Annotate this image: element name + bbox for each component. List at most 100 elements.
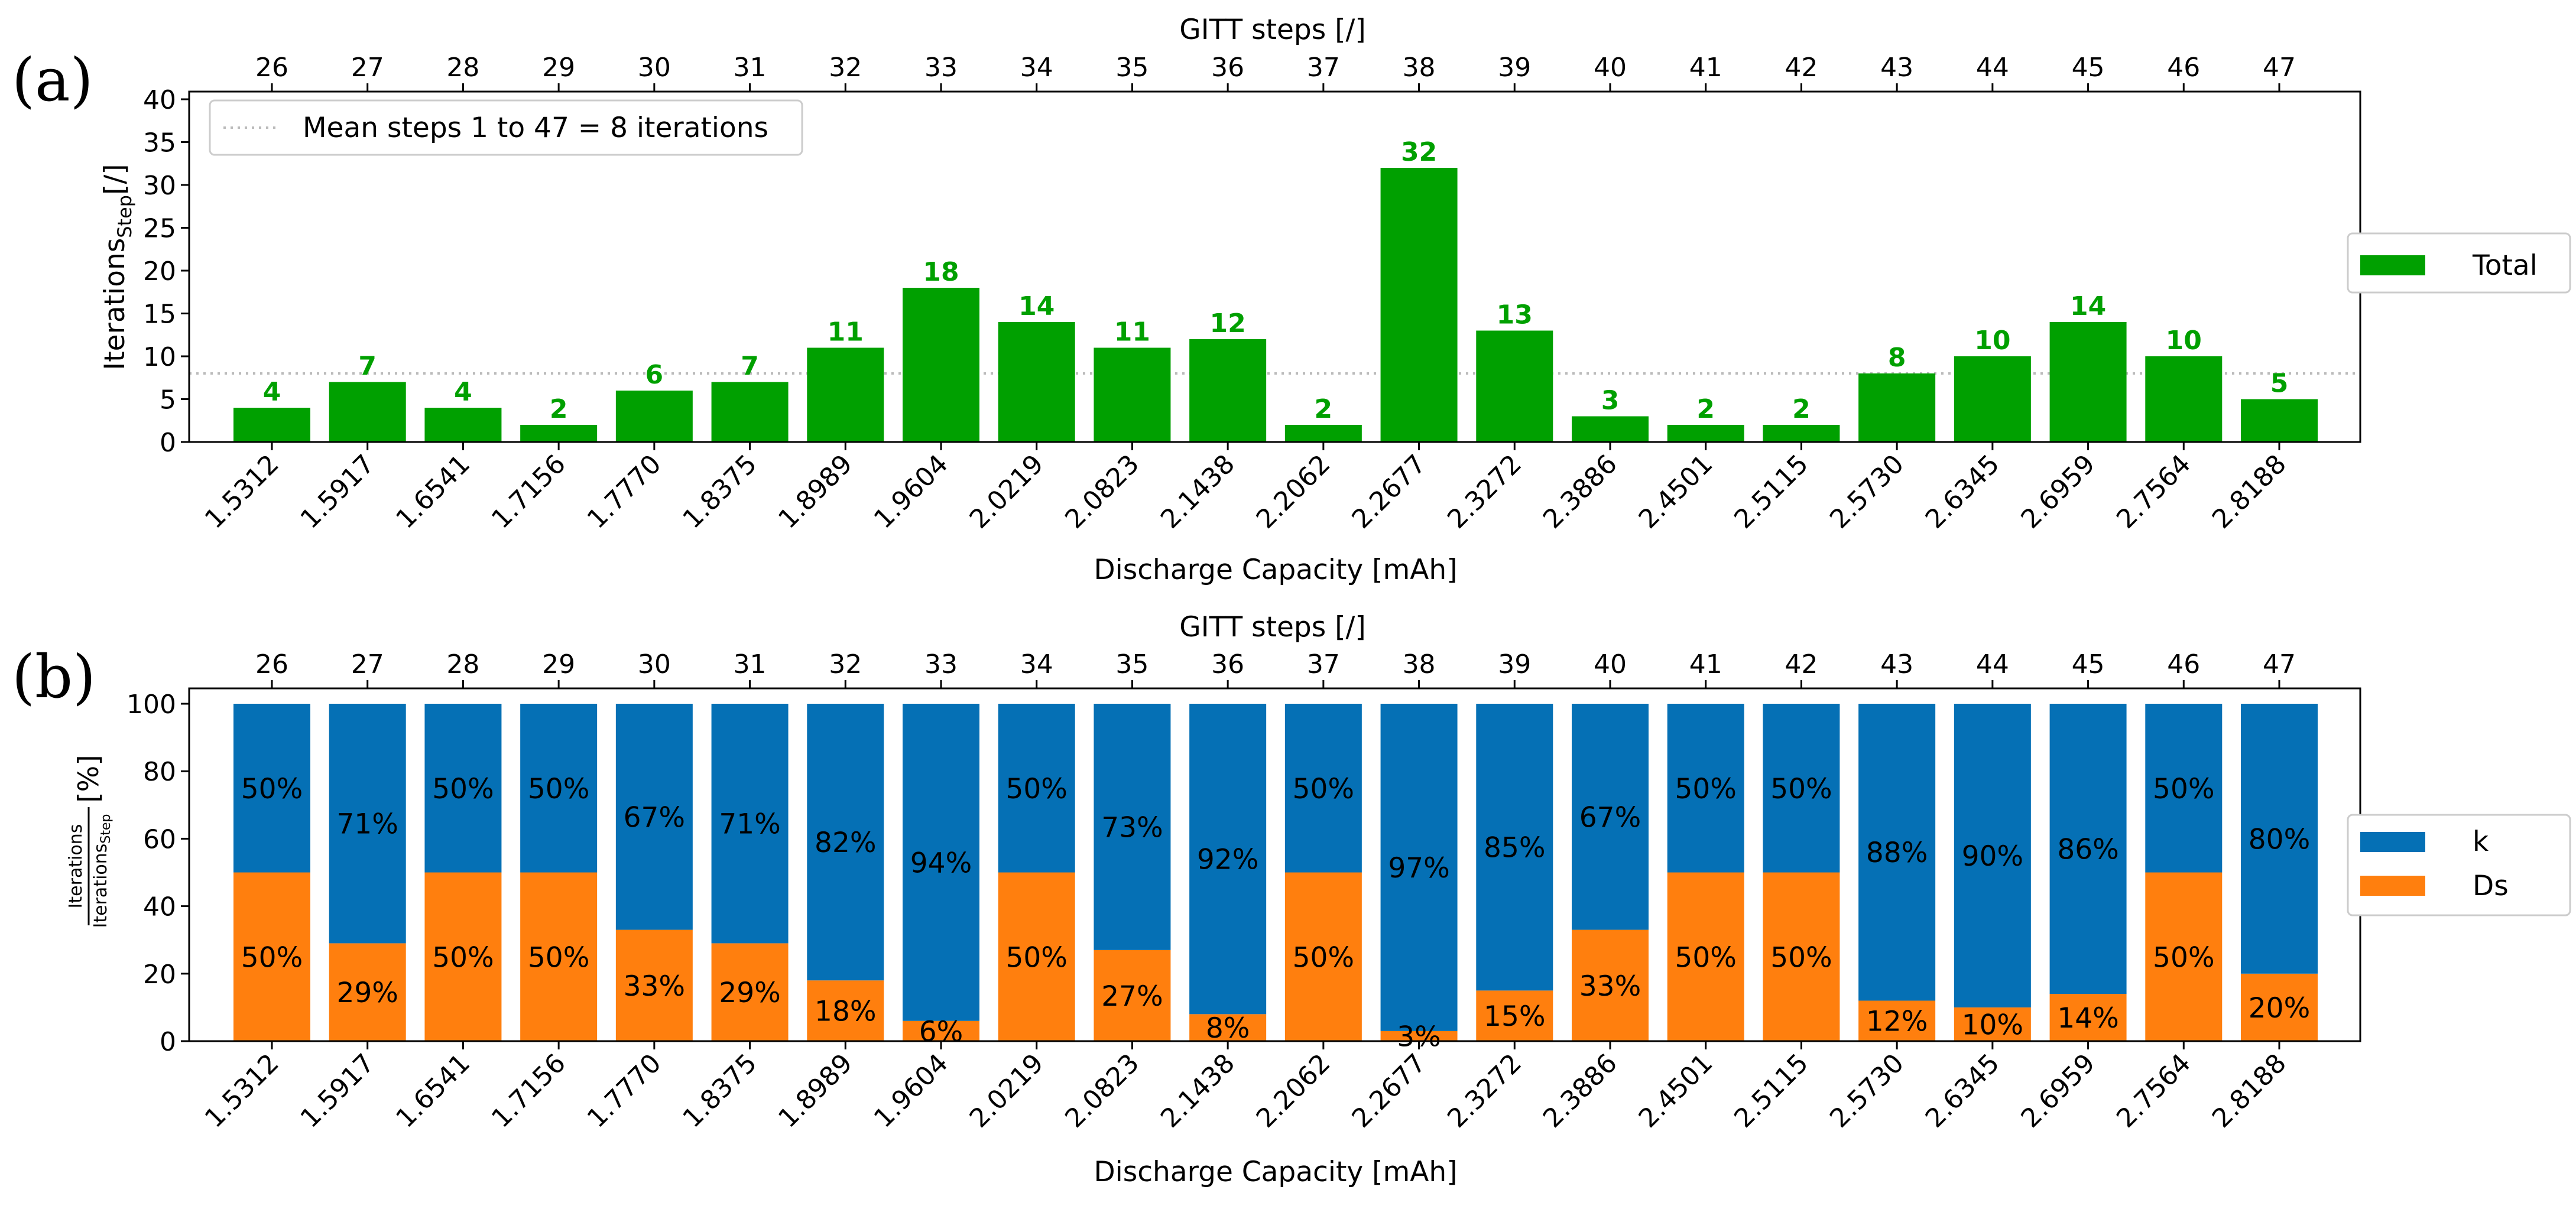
panel-a-top-tick-label: 41 [1689,53,1722,83]
bar-segment-ds [1763,872,1840,1041]
panel-b-top-tick-label: 42 [1785,649,1818,680]
bar-total [1858,373,1936,442]
panel-b-plot-frame [188,687,2361,1042]
panel-a-xtick-label: 2.2677 [1346,449,1432,535]
bar-value-label: 32 [1401,137,1437,167]
panel-a-xtick-label: 2.5730 [1824,449,1910,535]
panel-a-xtick-label: 2.8188 [2207,449,2292,535]
bar-total [233,408,310,442]
panel-b-xtick-label: 1.5312 [199,1048,285,1134]
panel-b-legend-swatch-k [2360,832,2425,852]
bar-label-k: 86% [2057,834,2118,866]
panel-a-y-axis-unit: [/] [99,164,131,195]
panel-b-top-tick-label: 33 [924,649,958,680]
panel-b-top-tick-label: 31 [734,649,767,680]
bar-label-ds: 15% [1484,1000,1545,1033]
bar-segment-k [1284,704,1362,873]
bar-segment-k [998,704,1075,873]
panel-b-xtick-label: 2.3886 [1537,1048,1623,1134]
bar-label-k: 71% [336,808,398,841]
bar-value-label: 13 [1497,300,1533,330]
panel-b-xtick-label: 2.7564 [2111,1048,2197,1134]
bar-value-label: 6 [645,360,664,390]
panel-b-xtick-label: 1.7156 [486,1048,572,1134]
bar-total [424,408,502,442]
panel-a-top-tick-label: 34 [1020,53,1053,83]
panel-a-xtick-label: 2.7564 [2111,449,2197,535]
panel-b-y-axis-denominator: IterationsStep [90,814,113,928]
panel-a-ytick-label: 35 [143,128,176,158]
panel-b-top-tick-label: 37 [1307,649,1340,680]
panel-b-xtick-label: 2.2677 [1346,1048,1432,1134]
panel-a-xtick-label: 2.6345 [1920,449,2006,535]
bar-total [807,347,884,442]
panel-a-top-tick-label: 39 [1498,53,1531,83]
panel-a-ytick-label: 25 [143,214,176,244]
panel-a-top-tick-label: 44 [1976,53,2009,83]
bar-label-ds: 50% [432,941,494,974]
panel-b-y-axis-den-main: Iterations [90,844,111,928]
panel-a-top-ticks: 26 27 28 29 30 31 32 33 34 35 36 37 38 39 40 41 42 43 44 45… [255,53,2296,92]
panel-b-xtick-label: 1.6541 [390,1048,476,1134]
panel-a-top-tick-label: 42 [1785,53,1818,83]
bar-label-k: 71% [719,808,780,841]
panel-b-legend-swatch-ds [2360,876,2425,896]
panel-a-xtick-label: 1.8375 [677,449,763,535]
panel-a-y-axis-title: IterationsStep[/] [99,164,136,370]
panel-a-xtick-label: 2.2062 [1251,449,1336,535]
panel-b-y-axis-numerator: Iterations [66,824,86,909]
panel-b-xtick-label: 1.9604 [868,1048,954,1134]
bar-segment-ds [1189,1014,1267,1041]
panel-a-top-axis-title: GITT steps [/] [1179,14,1365,46]
bar-segment-k [1858,704,1936,1001]
panel-b-top-tick-label: 46 [2167,649,2200,680]
panel-a-ytick-label: 30 [143,171,176,201]
panel-b-top-tick-label: 45 [2072,649,2105,680]
panel-b-top-tick-label: 26 [255,649,288,680]
panel-a-xtick-label: 1.7156 [486,449,572,535]
panel-a-ytick-label: 15 [143,300,176,330]
panel-b-y-axis-den-sub: Step [99,814,113,844]
bar-label-ds: 14% [2057,1002,2118,1035]
bar-label-k: 73% [1101,811,1163,844]
bar-segment-k [1094,704,1171,950]
bar-value-label: 2 [1315,394,1333,424]
panel-b-ytick-label: 100 [126,690,176,720]
panel-b-top-tick-label: 34 [1020,649,1053,680]
bar-segment-k [2241,704,2318,974]
panel-a-top-tick-label: 27 [351,53,384,83]
bar-segment-ds [2241,973,2318,1041]
panel-b-xtick-label: 2.0219 [964,1048,1050,1134]
bar-label-k: 92% [1197,844,1258,876]
panel-b-top-tick-label: 35 [1115,649,1149,680]
panel-b-top-tick-label: 29 [542,649,575,680]
panel-a-y-ticks: 0 5 10 15 20 25 30 35 40 [143,85,189,458]
bar-value-label: 4 [263,377,281,407]
panel-b-y-axis-title: Iterations IterationsStep [%] [66,755,113,928]
panel-b-top-axis-title: GITT steps [/] [1179,611,1365,643]
panel-a-xtick-label: 2.0823 [1059,449,1145,535]
panel-a-ytick-label: 40 [143,85,176,115]
bar-segment-k [903,704,979,1021]
bar-total [903,288,979,442]
panel-b-top-tick-label: 38 [1403,649,1436,680]
panel-b-x-ticks: 1.5312 1.5917 1.6541 1.7156 1.7770 1.8375 1.89… [199,1041,2292,1134]
bar-label-k: 80% [2249,823,2310,856]
bar-label-k: 88% [1866,837,1928,869]
panel-b-xtick-label: 2.0823 [1059,1048,1145,1134]
panel-b-xtick-label: 2.5730 [1824,1048,1910,1134]
panel-a-x-ticks: 1.5312 1.5917 1.6541 1.7156 1.7770 1.8375 1.89… [199,442,2292,535]
bar-total [711,382,789,442]
panel-a-legend-swatch-total [2360,255,2425,275]
bar-segment-ds [233,872,310,1041]
panel-b-top-tick-label: 28 [446,649,479,680]
panel-a-top-tick-label: 45 [2072,53,2105,83]
panel-a-ytick-label: 20 [143,256,176,287]
bar-segment-ds [615,929,693,1041]
bar-segment-k [424,704,502,873]
bar-total [2049,322,2127,442]
bar-label-k: 50% [2153,773,2214,805]
bar-label-ds: 50% [2153,941,2214,974]
